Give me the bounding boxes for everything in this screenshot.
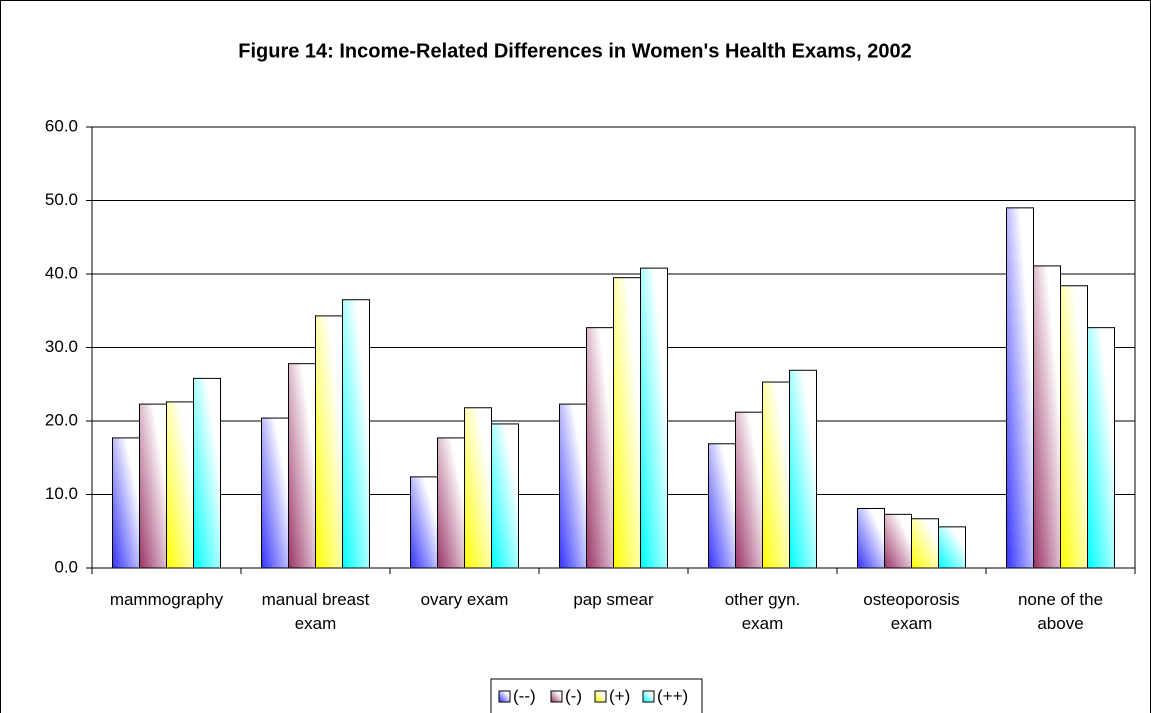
bar	[613, 277, 641, 569]
legend-swatch	[498, 690, 511, 703]
bar	[735, 411, 763, 569]
bar	[586, 327, 614, 569]
bar	[884, 513, 912, 569]
x-tick-label: mammography	[109, 590, 224, 609]
bar	[315, 315, 343, 569]
legend-label: (-)	[565, 686, 582, 705]
bar	[1006, 207, 1034, 569]
x-tick-label: manual breast exam	[261, 590, 370, 633]
bar	[911, 518, 939, 569]
y-tick-label: 60.0	[45, 116, 78, 135]
bar	[708, 443, 736, 569]
bar	[112, 437, 140, 569]
bar	[261, 417, 289, 569]
y-tick-label: 10.0	[45, 484, 78, 503]
bar	[1087, 327, 1115, 569]
bar	[762, 381, 790, 569]
legend-swatch	[594, 690, 607, 703]
legend-swatch	[550, 690, 563, 703]
bar	[288, 363, 316, 569]
x-tick-label: osteoporosis exam	[863, 590, 960, 633]
bar	[1033, 265, 1061, 569]
bar	[559, 403, 587, 569]
bar	[166, 401, 194, 569]
y-tick-label: 20.0	[45, 410, 78, 429]
bar	[410, 476, 438, 569]
bar	[789, 369, 817, 569]
bar	[139, 403, 167, 569]
x-tick-label: none of the above	[1017, 590, 1104, 633]
bar	[857, 507, 885, 569]
legend-swatch	[642, 690, 655, 703]
legend-label: (--)	[513, 686, 536, 705]
bar	[1060, 285, 1088, 569]
bar	[342, 299, 370, 569]
legend-label: (+)	[609, 686, 630, 705]
bar	[193, 377, 221, 569]
bar	[640, 267, 668, 569]
x-tick-label: pap smear	[573, 590, 654, 609]
x-tick-label: ovary exam	[420, 590, 509, 609]
bar	[437, 437, 465, 569]
legend-label: (++)	[657, 686, 688, 705]
bar	[938, 526, 966, 569]
x-tick-label: other gyn. exam	[724, 590, 801, 633]
y-tick-label: 50.0	[45, 190, 78, 209]
bar	[491, 423, 519, 569]
chart-title: Figure 14: Income-Related Differences in…	[238, 40, 912, 62]
y-tick-label: 40.0	[45, 263, 78, 282]
y-tick-label: 0.0	[54, 557, 78, 576]
y-tick-label: 30.0	[45, 337, 78, 356]
bar	[464, 407, 492, 569]
